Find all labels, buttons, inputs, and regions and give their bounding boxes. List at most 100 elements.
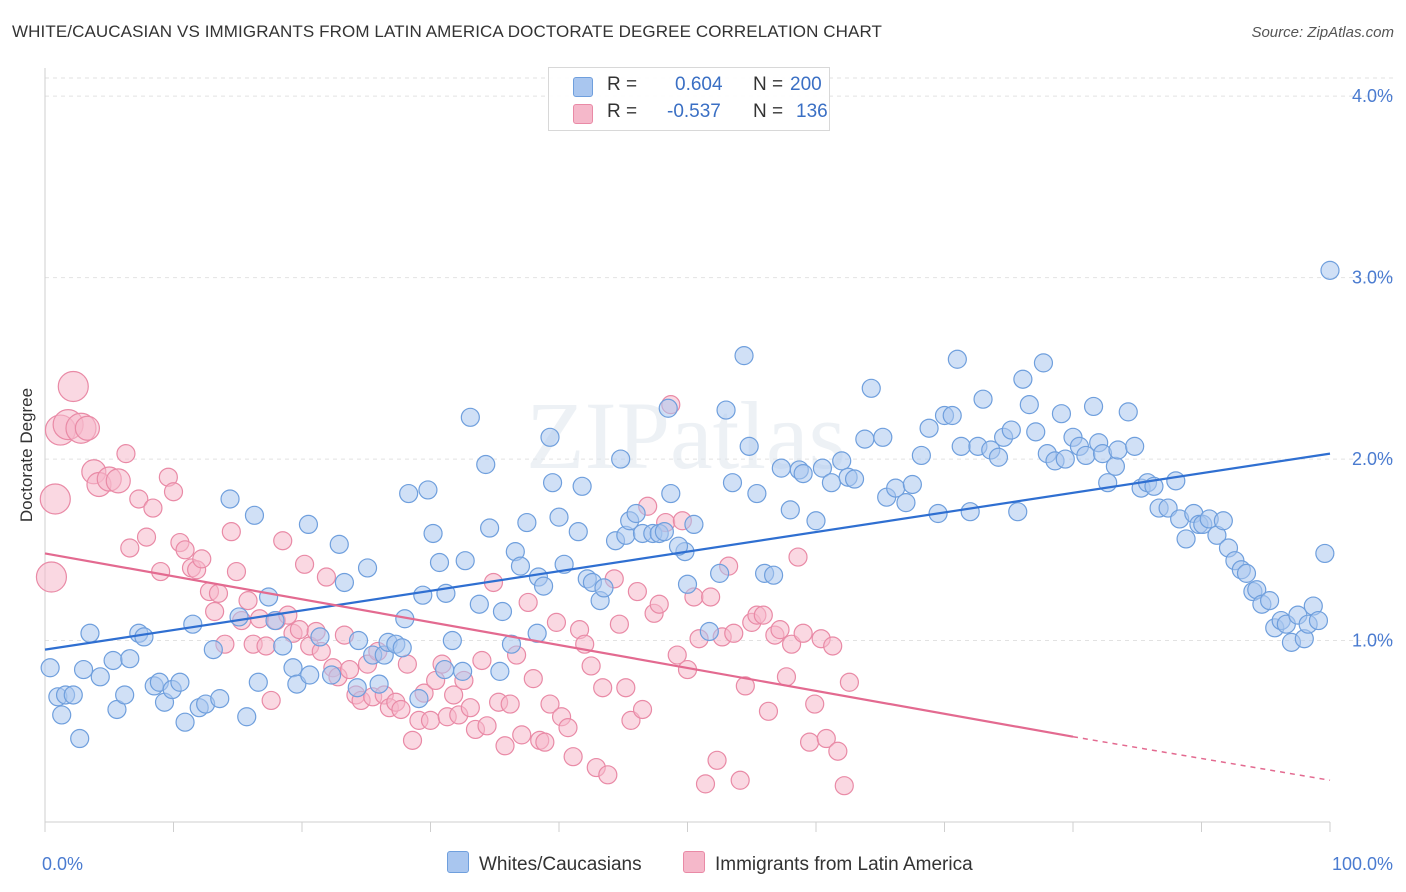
blue-point bbox=[1055, 449, 1075, 469]
blue-point bbox=[120, 649, 140, 669]
blue-point bbox=[812, 458, 833, 478]
blue-point bbox=[399, 483, 419, 504]
blue-point bbox=[80, 623, 100, 643]
pink-point bbox=[627, 581, 647, 602]
pink-point bbox=[116, 444, 136, 464]
blue-point bbox=[357, 558, 378, 578]
pink-point bbox=[598, 765, 618, 785]
pink-point bbox=[834, 776, 854, 796]
blue-point bbox=[229, 607, 249, 627]
bottom-legend-pink: Immigrants from Latin America bbox=[683, 851, 973, 877]
pink-point bbox=[397, 654, 417, 674]
pink-point bbox=[823, 636, 843, 656]
blue-point bbox=[793, 463, 813, 484]
axes bbox=[44, 68, 1331, 832]
blue-point bbox=[542, 473, 563, 493]
blue-point bbox=[1260, 591, 1280, 611]
blue-point bbox=[460, 407, 480, 427]
blue-point bbox=[658, 398, 678, 418]
blue-point bbox=[1013, 369, 1033, 389]
blue-point bbox=[334, 572, 355, 593]
pink-point bbox=[339, 659, 360, 680]
bottom-legend-pink-swatch bbox=[683, 851, 705, 873]
pink-point bbox=[563, 747, 583, 767]
blue-point bbox=[1001, 420, 1021, 440]
blue-point bbox=[572, 476, 592, 496]
tick-labels: 1.0% 2.0% 3.0% 4.0% 0.0% 100.0% bbox=[42, 86, 1393, 874]
blue-point bbox=[90, 667, 110, 687]
pink-point bbox=[616, 678, 636, 698]
trend-lines bbox=[44, 452, 1331, 782]
pink-point bbox=[793, 623, 813, 643]
blue-point bbox=[310, 627, 330, 647]
blue-point bbox=[668, 536, 689, 556]
blue-point bbox=[115, 685, 135, 705]
blue-point bbox=[780, 500, 800, 520]
blue-point bbox=[1026, 422, 1046, 442]
pink-point bbox=[593, 678, 613, 698]
y-tick-label: 4.0% bbox=[1352, 86, 1393, 106]
blue-point bbox=[453, 661, 473, 681]
pink-point bbox=[632, 699, 653, 720]
blue-point bbox=[63, 685, 83, 705]
blue-point bbox=[435, 659, 455, 680]
pink-point bbox=[735, 676, 755, 696]
pink-point bbox=[205, 601, 225, 622]
blue-point bbox=[413, 585, 433, 605]
blue-point bbox=[347, 678, 367, 698]
blue-point bbox=[70, 728, 90, 749]
blue-point bbox=[273, 636, 293, 656]
pink-trend-extension bbox=[1072, 735, 1331, 782]
blue-point bbox=[942, 405, 962, 426]
blue-point bbox=[392, 638, 412, 658]
pink-point bbox=[799, 732, 820, 752]
pink-point bbox=[540, 694, 560, 714]
blue-point bbox=[1118, 402, 1138, 422]
pink-point bbox=[667, 645, 687, 665]
legend-n-label: N = bbox=[753, 74, 784, 95]
blue-point bbox=[1320, 260, 1340, 280]
legend-n-label: N = bbox=[753, 101, 784, 122]
pink-point bbox=[402, 730, 423, 750]
pink-point bbox=[707, 750, 727, 770]
pink-point bbox=[460, 698, 480, 718]
pink-point bbox=[730, 770, 750, 790]
chart-source: Source: ZipAtlas.com bbox=[1251, 24, 1394, 41]
pink-point bbox=[208, 583, 229, 603]
blue-point bbox=[170, 672, 190, 692]
chart-title: WHITE/CAUCASIAN VS IMMIGRANTS FROM LATIN… bbox=[12, 22, 883, 41]
blue-point bbox=[1051, 404, 1072, 424]
blue-point bbox=[661, 483, 681, 504]
blue-point bbox=[442, 630, 462, 651]
blue-point bbox=[476, 454, 496, 475]
pink-point bbox=[839, 672, 860, 692]
blue-trend-line bbox=[44, 452, 1331, 651]
legend-n-value-pink: 136 bbox=[796, 101, 828, 122]
pink-point bbox=[261, 690, 281, 711]
blue-point bbox=[533, 576, 554, 596]
blue-point bbox=[919, 418, 939, 438]
blue-point bbox=[739, 436, 759, 456]
blue-point bbox=[423, 523, 443, 544]
blue-point bbox=[258, 587, 279, 607]
blue-point bbox=[210, 689, 230, 709]
blue-point bbox=[52, 705, 72, 725]
pink-point bbox=[238, 591, 258, 611]
blue-point bbox=[771, 458, 791, 478]
blue-point bbox=[510, 556, 531, 576]
blue-point bbox=[1166, 471, 1186, 491]
blue-point bbox=[1176, 529, 1196, 549]
x-tick-label: 100.0% bbox=[1332, 854, 1393, 874]
pink-point bbox=[776, 667, 797, 687]
y-tick-label: 1.0% bbox=[1352, 631, 1393, 651]
pink-point bbox=[143, 498, 163, 518]
blue-point bbox=[855, 429, 875, 449]
blue-point bbox=[947, 349, 967, 369]
blue-point bbox=[40, 658, 60, 678]
blue-point bbox=[418, 480, 438, 500]
blue-point bbox=[237, 707, 257, 727]
pink-point bbox=[523, 669, 543, 689]
pink-point bbox=[273, 531, 293, 551]
blue-point bbox=[1033, 353, 1054, 373]
pink-point bbox=[57, 370, 89, 403]
